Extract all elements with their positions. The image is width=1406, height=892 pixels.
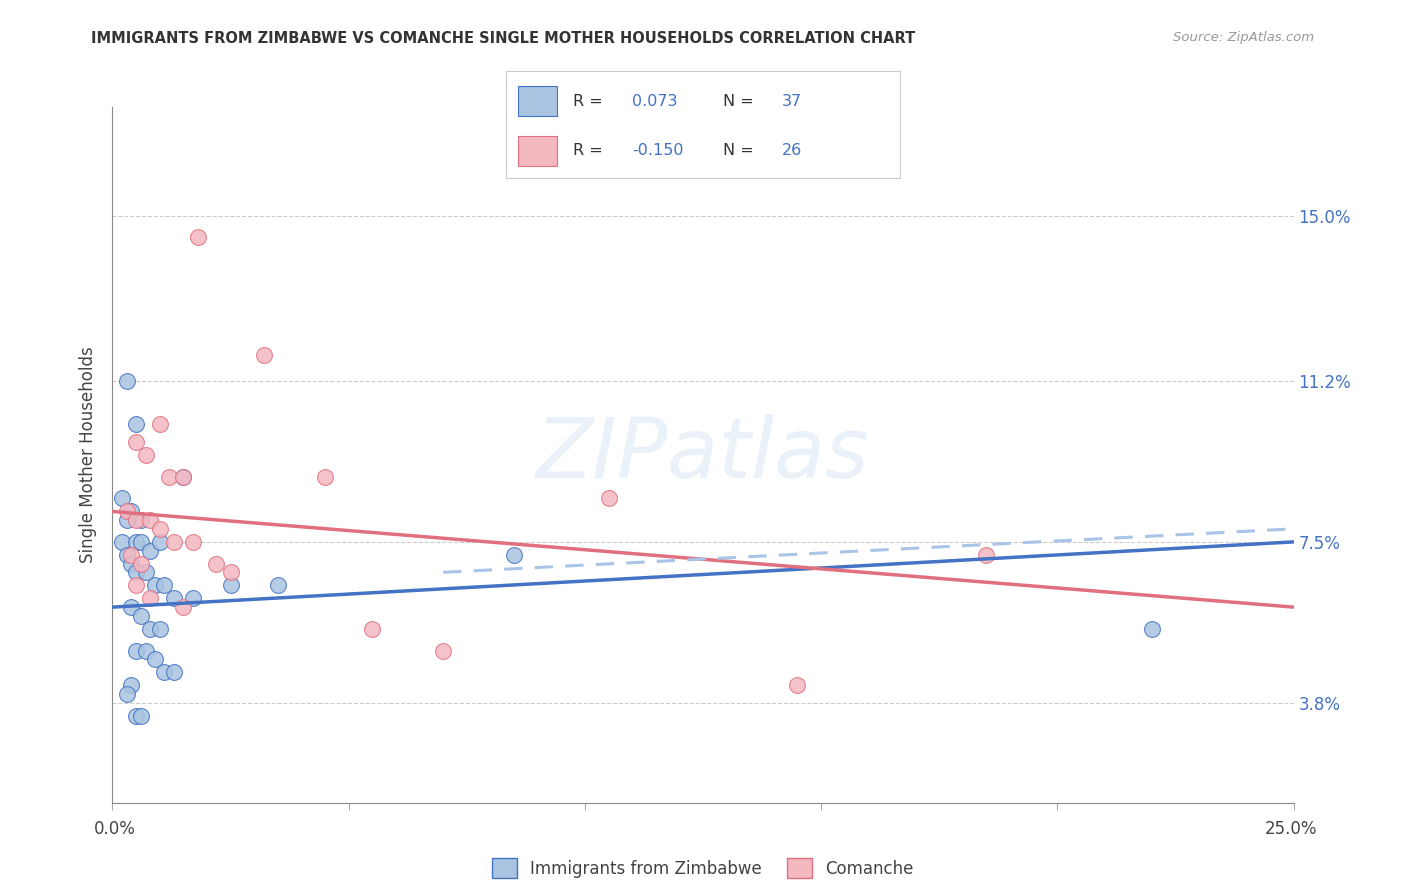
- Point: [129, 708, 152, 723]
- Text: -0.150: -0.150: [633, 143, 683, 158]
- Point: [139, 543, 162, 558]
- Point: [181, 591, 204, 606]
- Point: [172, 600, 194, 615]
- Point: [120, 548, 142, 562]
- Point: [111, 534, 134, 549]
- Point: [115, 687, 138, 701]
- Point: [181, 534, 204, 549]
- Point: [120, 600, 142, 615]
- Text: R =: R =: [574, 94, 607, 109]
- Point: [1140, 622, 1163, 636]
- Point: [135, 566, 157, 580]
- Point: [125, 578, 148, 592]
- Point: [149, 522, 172, 536]
- Point: [120, 678, 142, 692]
- Point: [149, 417, 172, 432]
- Legend: Immigrants from Zimbabwe, Comanche: Immigrants from Zimbabwe, Comanche: [485, 851, 921, 885]
- Point: [163, 591, 186, 606]
- Point: [125, 434, 148, 449]
- Point: [153, 578, 176, 592]
- Point: [172, 469, 194, 483]
- Point: [135, 643, 157, 657]
- Point: [219, 566, 242, 580]
- Point: [125, 708, 148, 723]
- Text: 26: 26: [782, 143, 801, 158]
- Point: [139, 513, 162, 527]
- Text: IMMIGRANTS FROM ZIMBABWE VS COMANCHE SINGLE MOTHER HOUSEHOLDS CORRELATION CHART: IMMIGRANTS FROM ZIMBABWE VS COMANCHE SIN…: [91, 31, 915, 46]
- Point: [111, 491, 134, 506]
- Point: [125, 534, 148, 549]
- Point: [149, 622, 172, 636]
- Point: [598, 491, 620, 506]
- Text: Source: ZipAtlas.com: Source: ZipAtlas.com: [1174, 31, 1315, 45]
- Text: R =: R =: [574, 143, 607, 158]
- Text: 25.0%: 25.0%: [1264, 820, 1317, 838]
- Text: ZIPatlas: ZIPatlas: [536, 415, 870, 495]
- Point: [253, 348, 276, 362]
- Point: [139, 591, 162, 606]
- Point: [125, 643, 148, 657]
- Text: N =: N =: [723, 143, 759, 158]
- Point: [149, 534, 172, 549]
- Point: [129, 513, 152, 527]
- Point: [125, 566, 148, 580]
- Point: [153, 665, 176, 680]
- Point: [163, 534, 186, 549]
- Point: [361, 622, 384, 636]
- Point: [157, 469, 180, 483]
- Point: [186, 230, 208, 244]
- Point: [120, 504, 142, 518]
- Point: [115, 548, 138, 562]
- Point: [267, 578, 290, 592]
- Point: [314, 469, 336, 483]
- Point: [129, 557, 152, 571]
- Point: [143, 652, 166, 666]
- Y-axis label: Single Mother Households: Single Mother Households: [79, 347, 97, 563]
- Text: N =: N =: [723, 94, 759, 109]
- Point: [115, 504, 138, 518]
- Bar: [517, 136, 557, 166]
- Point: [115, 513, 138, 527]
- Point: [786, 678, 808, 692]
- Point: [139, 622, 162, 636]
- Point: [163, 665, 186, 680]
- Point: [129, 534, 152, 549]
- Point: [135, 448, 157, 462]
- Text: 0.0%: 0.0%: [94, 820, 136, 838]
- Point: [129, 608, 152, 623]
- Point: [125, 513, 148, 527]
- Point: [125, 417, 148, 432]
- Point: [976, 548, 998, 562]
- Text: 37: 37: [782, 94, 801, 109]
- Point: [432, 643, 454, 657]
- Point: [115, 374, 138, 388]
- Point: [205, 557, 228, 571]
- Point: [120, 557, 142, 571]
- Point: [172, 469, 194, 483]
- Point: [219, 578, 242, 592]
- Text: 0.073: 0.073: [633, 94, 678, 109]
- Bar: [517, 87, 557, 116]
- Point: [503, 548, 526, 562]
- Point: [143, 578, 166, 592]
